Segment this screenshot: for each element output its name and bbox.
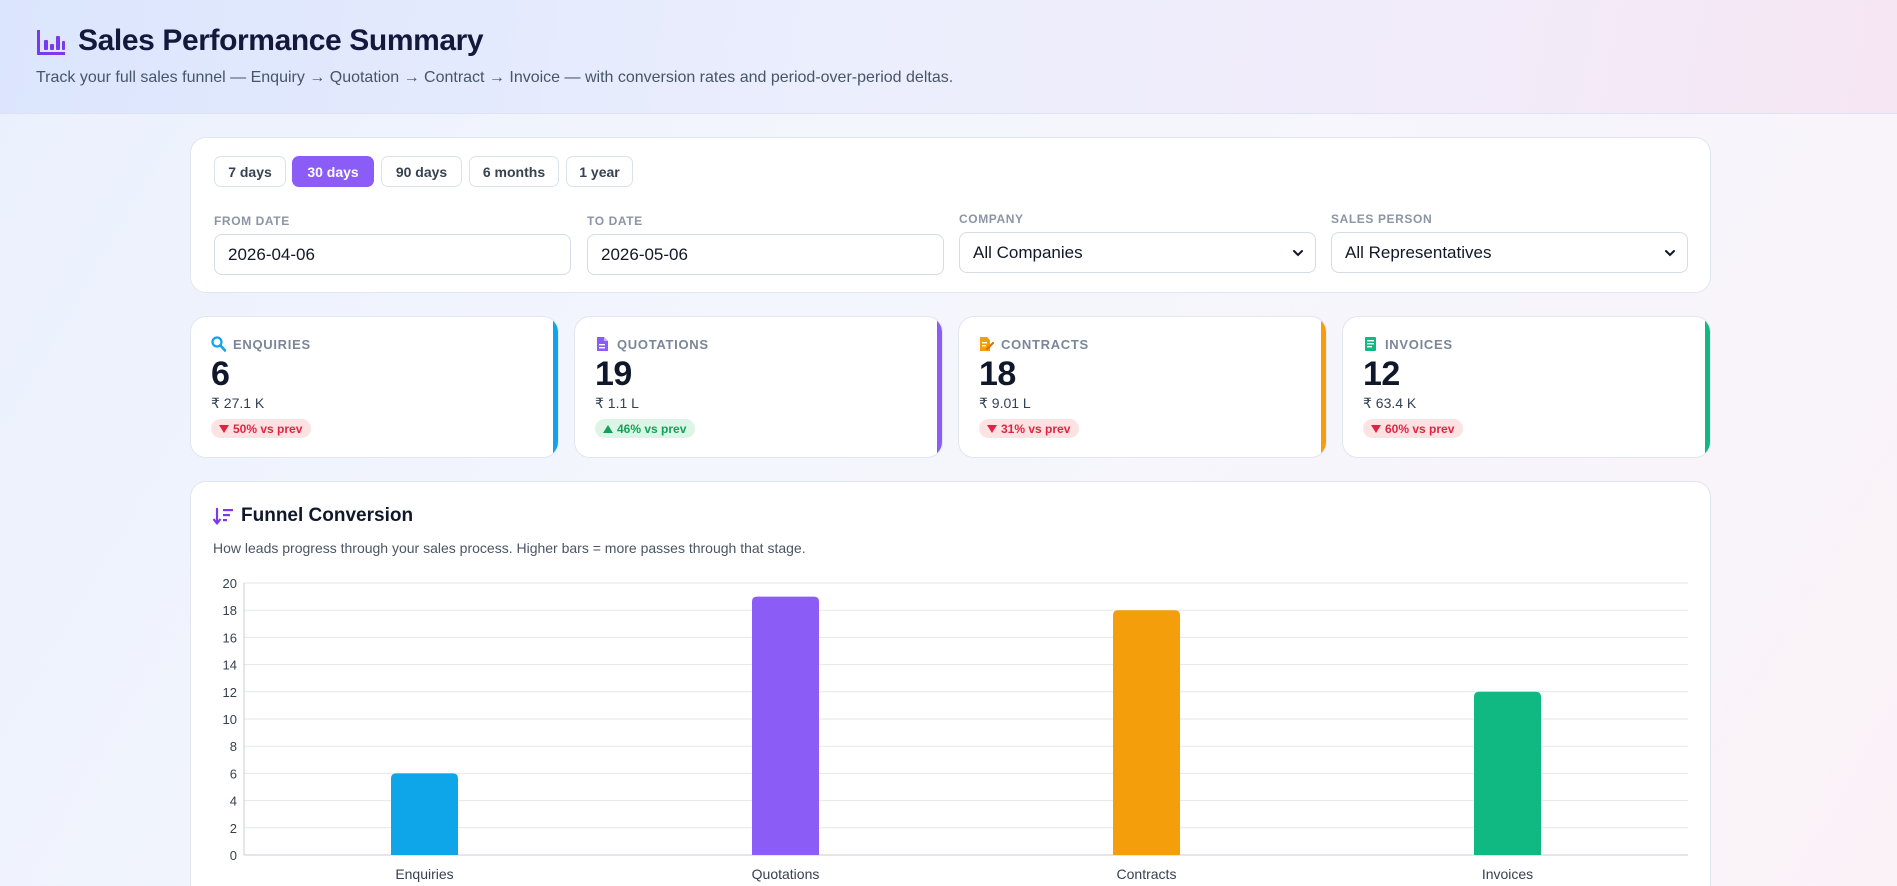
x-tick-label: Contracts [1117, 866, 1177, 882]
delta-badge: 31% vs prev [979, 419, 1080, 438]
bar-enquiries [391, 773, 458, 855]
chart-subtitle: How leads progress through your sales pr… [213, 540, 806, 556]
stat-value: 18 [979, 355, 1016, 393]
page-header: Sales Performance Summary Track your ful… [0, 0, 1897, 114]
bar-chart-icon [37, 30, 65, 55]
trend-down-icon [1371, 424, 1381, 433]
stat-amount: ₹ 1.1 L [595, 395, 639, 411]
page-subtitle: Track your full sales funnel — Enquiry →… [36, 69, 954, 86]
delta-text: 46% vs prev [617, 421, 687, 436]
chart-title: Funnel Conversion [241, 505, 414, 526]
y-tick-label: 6 [230, 766, 237, 781]
x-tick-label: Enquiries [395, 866, 453, 882]
bar-invoices [1474, 691, 1541, 855]
sales-person-select[interactable]: All Representatives [1331, 232, 1688, 273]
x-tick-label: Invoices [1482, 866, 1533, 882]
trend-up-icon [603, 424, 613, 433]
preset-1-year-button[interactable]: 1 year [566, 156, 633, 187]
delta-badge: 46% vs prev [595, 419, 696, 438]
delta-badge: 60% vs prev [1363, 419, 1464, 438]
search-icon [211, 336, 226, 352]
stat-label: INVOICES [1385, 337, 1453, 352]
stat-label: ENQUIRIES [233, 337, 311, 352]
trend-down-icon [219, 424, 229, 433]
stat-label: CONTRACTS [1001, 337, 1089, 352]
y-tick-label: 18 [223, 603, 237, 618]
chevron-down-icon [1665, 250, 1675, 257]
sales-person-label: SALES PERSON [1331, 212, 1433, 226]
stat-value: 6 [211, 355, 230, 393]
card-accent-bar [553, 317, 558, 457]
to-date-input[interactable]: 2026-05-06 [587, 234, 944, 275]
contract-icon [980, 337, 994, 351]
company-select[interactable]: All Companies [959, 232, 1316, 273]
y-tick-label: 4 [230, 794, 237, 809]
y-tick-label: 2 [230, 821, 237, 836]
to-date-value: 2026-05-06 [601, 244, 688, 264]
invoice-icon [1365, 337, 1376, 351]
stat-card-quotations: QUOTATIONS 19 ₹ 1.1 L 46% vs prev [574, 316, 943, 458]
preset-7-days-button[interactable]: 7 days [214, 156, 286, 187]
stat-label: QUOTATIONS [617, 337, 709, 352]
funnel-bar-chart: 0 2 4 6 8 10 12 14 16 18 20 Enquiries Quotations Cont… [223, 576, 1688, 882]
chevron-down-icon [1293, 250, 1303, 257]
document-icon [597, 337, 608, 351]
stat-amount: ₹ 63.4 K [1363, 395, 1417, 411]
filter-panel: 7 days 30 days 90 days 6 months 1 year F… [190, 137, 1711, 293]
stat-value: 12 [1363, 355, 1400, 393]
from-date-label: FROM DATE [214, 214, 290, 228]
page-title: Sales Performance Summary [78, 24, 484, 57]
y-tick-label: 12 [223, 685, 237, 700]
bar-quotations [752, 596, 819, 855]
delta-text: 60% vs prev [1385, 421, 1455, 436]
from-date-value: 2026-04-06 [228, 244, 315, 264]
to-date-label: TO DATE [587, 214, 643, 228]
stat-card-invoices: INVOICES 12 ₹ 63.4 K 60% vs prev [1342, 316, 1711, 458]
preset-30-days-button[interactable]: 30 days [292, 156, 374, 187]
delta-text: 50% vs prev [233, 421, 303, 436]
company-select-value: All Companies [973, 242, 1083, 262]
delta-text: 31% vs prev [1001, 421, 1071, 436]
card-accent-bar [1321, 317, 1326, 457]
bar-contracts [1113, 610, 1180, 855]
stat-amount: ₹ 9.01 L [979, 395, 1031, 411]
x-tick-label: Quotations [752, 866, 820, 882]
card-accent-bar [1705, 317, 1710, 457]
stat-amount: ₹ 27.1 K [211, 395, 265, 411]
preset-90-days-button[interactable]: 90 days [381, 156, 462, 187]
sales-person-select-value: All Representatives [1345, 242, 1492, 262]
card-accent-bar [937, 317, 942, 457]
y-tick-label: 8 [230, 739, 237, 754]
company-label: COMPANY [959, 212, 1024, 226]
preset-6-months-button[interactable]: 6 months [469, 156, 559, 187]
sort-descending-icon [213, 508, 233, 525]
stat-card-contracts: CONTRACTS 18 ₹ 9.01 L 31% vs prev [958, 316, 1327, 458]
stat-value: 19 [595, 355, 632, 393]
y-tick-label: 10 [223, 712, 237, 727]
from-date-input[interactable]: 2026-04-06 [214, 234, 571, 275]
funnel-chart-card: Funnel Conversion How leads progress thr… [190, 481, 1711, 886]
y-tick-label: 14 [223, 658, 237, 673]
y-tick-label: 16 [223, 630, 237, 645]
stat-card-enquiries: ENQUIRIES 6 ₹ 27.1 K 50% vs prev [190, 316, 559, 458]
delta-badge: 50% vs prev [211, 419, 312, 438]
y-tick-label: 0 [230, 848, 237, 863]
y-tick-label: 20 [223, 576, 237, 591]
trend-down-icon [987, 424, 997, 433]
